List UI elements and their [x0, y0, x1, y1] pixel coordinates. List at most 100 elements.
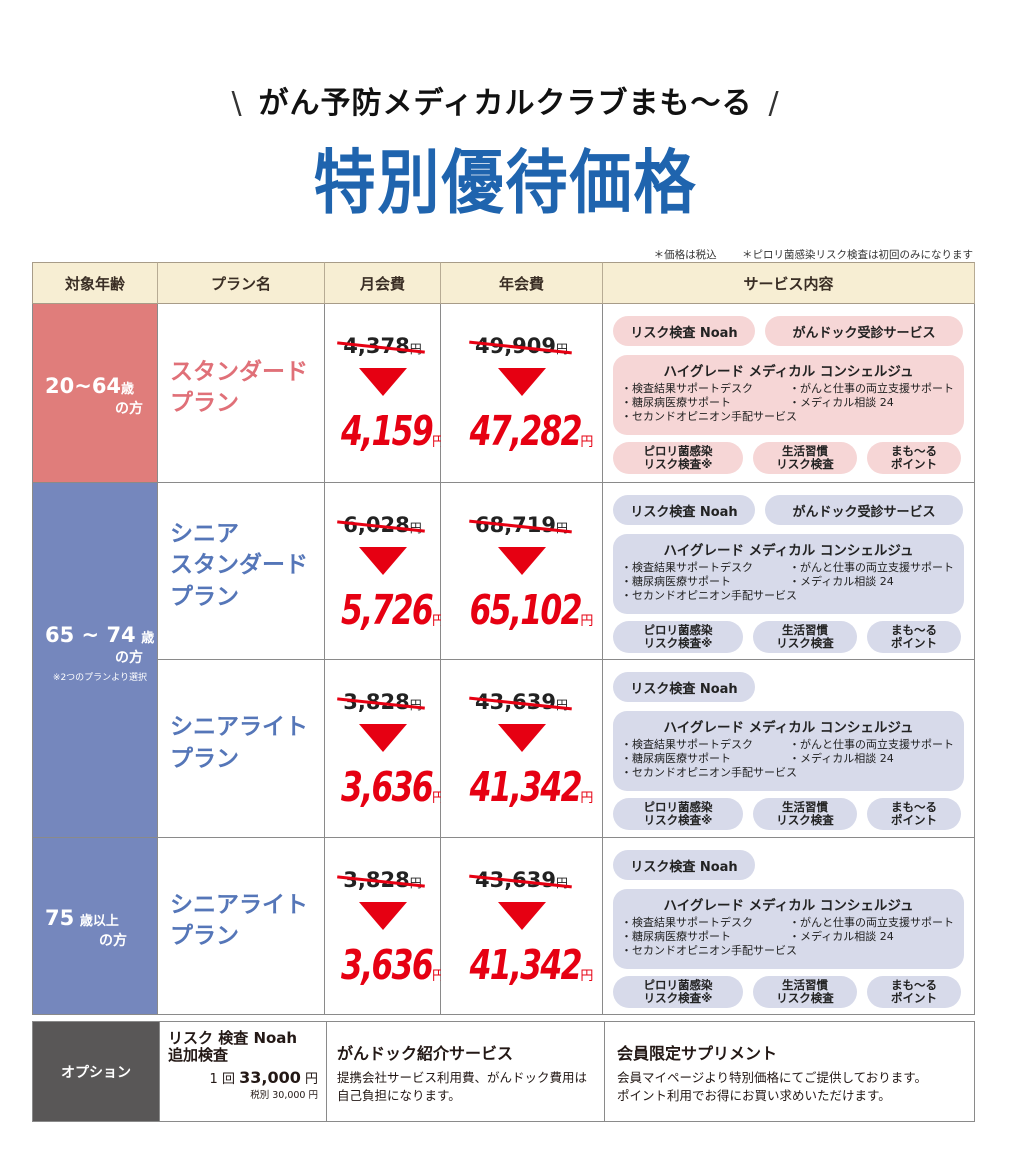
concierge-item: ・糖尿病医療サポート — [621, 574, 731, 588]
pill-line: 生活習慣 — [782, 622, 828, 637]
service-pill-lifestyle: 生活習慣 リスク検査 — [753, 976, 857, 1008]
col-header-yearly: 年会費 — [441, 262, 603, 304]
slash-right-decoration: / — [768, 86, 780, 121]
down-arrow-icon — [358, 368, 407, 396]
service-pill-lifestyle: 生活習慣 リスク検査 — [753, 621, 857, 653]
concierge-items: ・検査結果サポートデスク ・がんと仕事の両立支援サポート ・糖尿病医療サポート … — [621, 916, 956, 957]
new-price-value: 65,102 — [469, 586, 582, 634]
service-pill-lifestyle: 生活習慣 リスク検査 — [753, 798, 857, 830]
pill-line: まも〜る — [891, 443, 937, 458]
monthly-price-cell: 3,828円 3,636円 — [325, 660, 445, 838]
option-dock-text: 提携会社サービス利用費、がんドック費用は自己負担になります。 — [337, 1070, 588, 1104]
pill-line: リスク検査 — [776, 813, 834, 827]
down-arrow-icon — [358, 902, 407, 930]
plan-cell-senior-standard: シニア スタンダード プラン — [158, 483, 325, 660]
service-pill-row-top: リスク検査 Noah がんドック受診サービス — [613, 495, 964, 525]
pill-line: ポイント — [891, 991, 937, 1005]
service-pill-points: まも〜る ポイント — [867, 798, 961, 830]
concierge-items: ・検査結果サポートデスク ・がんと仕事の両立支援サポート ・糖尿病医療サポート … — [621, 561, 956, 602]
down-arrow-icon — [497, 902, 546, 930]
plan-cell-standard: スタンダード プラン — [158, 304, 325, 483]
yearly-price-cell: 68,719円 65,102円 — [441, 483, 603, 660]
age-suffix: の方 — [99, 933, 127, 949]
concierge-item: ・糖尿病医療サポート — [621, 929, 731, 943]
plan-name: スタンダード プラン — [170, 357, 308, 419]
monthly-price-cell: 4,378円 4,159円 — [325, 304, 445, 483]
service-pill-row-bottom: ピロリ菌感染 リスク検査※ 生活習慣 リスク検査 まも〜る ポイント — [613, 798, 964, 830]
slash-left-decoration: \ — [231, 86, 243, 121]
pill-line: リスク検査 — [776, 457, 834, 471]
pill-line: 生活習慣 — [782, 799, 828, 814]
new-yearly-price: 41,342円 — [441, 764, 602, 811]
plan-name: シニアライト プラン — [170, 890, 308, 952]
services-cell: リスク検査 Noah がんドック受診サービス ハイグレード メディカル コンシェ… — [603, 483, 975, 660]
services-cell: リスク検査 Noah がんドック受診サービス ハイグレード メディカル コンシェ… — [603, 304, 975, 483]
club-subtitle: \ がん予防メディカルクラブまも〜る / — [0, 78, 1011, 122]
price-value: 33,000 — [239, 1067, 301, 1087]
plan-name-line: シニアライト — [170, 714, 308, 741]
down-arrow-icon — [497, 724, 546, 752]
concierge-item: ・検査結果サポートデスク — [621, 382, 753, 395]
concierge-item: ・メディカル相談 24 — [789, 395, 894, 409]
plan-name-line: シニアライト — [170, 891, 308, 918]
note-tax-included: ＊価格は税込 — [653, 249, 717, 261]
new-price-value: 41,342 — [469, 763, 582, 811]
down-arrow-icon — [358, 547, 407, 575]
new-yearly-price: 65,102円 — [441, 587, 602, 634]
new-price-value: 3,636 — [341, 941, 434, 989]
option-noah-subtitle: 追加検査 — [168, 1046, 229, 1065]
yen-unit: 円 — [580, 435, 594, 450]
service-pill-points: まも〜る ポイント — [867, 442, 961, 474]
service-pill-points: まも〜る ポイント — [867, 976, 961, 1008]
pill-line: リスク検査 — [776, 991, 834, 1005]
age-range: 65 ~ 74 — [45, 623, 136, 647]
service-pill-pylori: ピロリ菌感染 リスク検査※ — [613, 442, 743, 474]
new-yearly-price: 47,282円 — [441, 408, 602, 455]
age-cell-20-64: 20~64歳 の方 — [32, 304, 158, 483]
concierge-item: ・検査結果サポートデスク — [621, 738, 753, 751]
concierge-items: ・検査結果サポートデスク ・がんと仕事の両立支援サポート ・糖尿病医療サポート … — [621, 738, 956, 779]
monthly-price-cell: 3,828円 3,636円 — [325, 838, 445, 1015]
service-pill-row-bottom: ピロリ菌感染 リスク検査※ 生活習慣 リスク検査 まも〜る ポイント — [613, 442, 964, 474]
new-price-value: 4,159 — [341, 407, 434, 455]
services-cell: リスク検査 Noah ハイグレード メディカル コンシェルジュ ・検査結果サポー… — [603, 660, 975, 838]
option-noah-tax-excluded: 税別 30,000 円 — [250, 1089, 318, 1101]
pill-line: ポイント — [891, 457, 937, 471]
new-price-value: 41,342 — [469, 941, 582, 989]
pill-line: 生活習慣 — [782, 977, 828, 992]
age-note: ※2つのプランより選択 — [52, 673, 147, 683]
concierge-item: ・セカンドオピニオン手配サービス — [621, 409, 797, 423]
concierge-box: ハイグレード メディカル コンシェルジュ ・検査結果サポートデスク ・がんと仕事… — [613, 355, 964, 435]
service-pill-row-bottom: ピロリ菌感染 リスク検査※ 生活習慣 リスク検査 まも〜る ポイント — [613, 621, 964, 653]
monthly-price-cell: 6,028円 5,726円 — [325, 483, 445, 660]
age-unit: 歳 — [121, 382, 135, 397]
services-cell: リスク検査 Noah ハイグレード メディカル コンシェルジュ ・検査結果サポー… — [603, 838, 975, 1015]
subtitle-text: がん予防メディカルクラブまも〜る — [258, 86, 753, 121]
options-row: オプション リスク 検査 Noah 追加検査 1 回 33,000 円 税別 3… — [32, 1021, 975, 1122]
down-arrow-icon — [358, 724, 407, 752]
age-range: 20~64 — [45, 374, 122, 398]
service-pill-lifestyle: 生活習慣 リスク検査 — [753, 442, 857, 474]
concierge-box: ハイグレード メディカル コンシェルジュ ・検査結果サポートデスク ・がんと仕事… — [613, 889, 964, 969]
plan-name: シニア スタンダード プラン — [170, 519, 308, 612]
concierge-item: ・セカンドオピニオン手配サービス — [621, 588, 797, 602]
options-label: オプション — [33, 1022, 159, 1121]
service-pill-row-top: リスク検査 Noah がんドック受診サービス — [613, 316, 964, 346]
col-header-services: サービス内容 — [603, 262, 975, 304]
new-monthly-price: 4,159円 — [325, 408, 445, 455]
old-monthly-price: 3,828円 — [337, 690, 426, 714]
service-pill-pylori: ピロリ菌感染 リスク検査※ — [613, 798, 743, 830]
old-yearly-price: 43,639円 — [469, 868, 572, 892]
concierge-item: ・セカンドオピニオン手配サービス — [621, 943, 797, 957]
new-yearly-price: 41,342円 — [441, 942, 602, 989]
service-pill-noah: リスク検査 Noah — [613, 495, 755, 525]
service-pill-row-top: リスク検査 Noah — [613, 672, 964, 702]
pill-line: リスク検査※ — [643, 813, 713, 827]
option-supplement: 会員限定サプリメント 会員マイページより特別価格にてご提供しております。 ポイン… — [604, 1022, 976, 1121]
pill-line: リスク検査※ — [643, 457, 713, 471]
new-price-value: 3,636 — [341, 763, 434, 811]
old-monthly-price: 3,828円 — [337, 868, 426, 892]
concierge-item: ・がんと仕事の両立支援サポート — [789, 916, 954, 929]
pill-line: ピロリ菌感染 — [643, 977, 713, 992]
age-cell-75-plus: 75 歳以上 の方 — [32, 838, 158, 1015]
